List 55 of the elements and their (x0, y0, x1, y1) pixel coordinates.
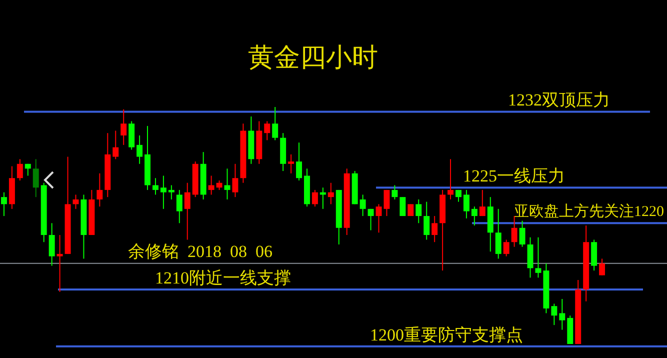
candlestick (168, 184, 174, 200)
candlestick (424, 201, 430, 240)
candlestick (591, 239, 598, 272)
candlestick (216, 180, 222, 190)
ref-line-label: 1225一线压力 (463, 166, 565, 186)
candlestick (312, 189, 318, 208)
chart-title: 黄金四小时 (248, 43, 378, 72)
candlestick (392, 184, 398, 200)
candlestick (479, 189, 486, 217)
candlestick (224, 168, 230, 200)
candlestick (400, 196, 406, 217)
candlestick (48, 222, 55, 266)
candlestick (32, 158, 39, 198)
candlestick (360, 194, 366, 217)
candlestick (448, 158, 454, 200)
candlestick (511, 216, 518, 248)
candlestick (296, 142, 302, 181)
candlestick (16, 158, 23, 181)
candlestick (0, 192, 7, 217)
candlestick (328, 182, 334, 205)
candlestick (152, 178, 158, 196)
candlestick (176, 189, 182, 224)
candlestick (376, 204, 382, 234)
candlestick (463, 189, 470, 219)
candlestick (120, 108, 127, 146)
candlestick (559, 298, 566, 330)
candlestick (527, 236, 534, 278)
candlestick (519, 220, 526, 248)
candlestick (551, 303, 558, 326)
candlestick (272, 106, 278, 141)
ref-line-label: 亚欧盘上方先关注1220 (514, 203, 664, 220)
candlestick (232, 163, 238, 198)
ref-line-label: 1232双顶压力 (508, 90, 610, 110)
candlestick (535, 236, 542, 278)
candlestick (136, 134, 143, 164)
ref-line-label: 1210附近一线支撑 (155, 268, 291, 288)
candlestick (96, 172, 103, 208)
candlestick (184, 182, 190, 240)
candlestick (112, 130, 119, 160)
candlestick (56, 234, 63, 292)
candlestick (208, 175, 214, 196)
candlestick (128, 120, 135, 150)
candlestick (368, 208, 374, 231)
candlestick (471, 206, 478, 226)
candlestick (495, 208, 502, 260)
candlestick (288, 154, 294, 174)
annotation: 余修铭 2018 08 06 (128, 242, 272, 261)
candlestick (432, 216, 438, 243)
candlestick (503, 239, 510, 257)
candlestick (160, 175, 166, 210)
candlestick (264, 120, 270, 141)
candlestick (599, 258, 606, 276)
candlestick (384, 189, 390, 217)
candlestick (416, 198, 422, 224)
ref-line-label: 1200重要防守支撑点 (370, 325, 523, 344)
